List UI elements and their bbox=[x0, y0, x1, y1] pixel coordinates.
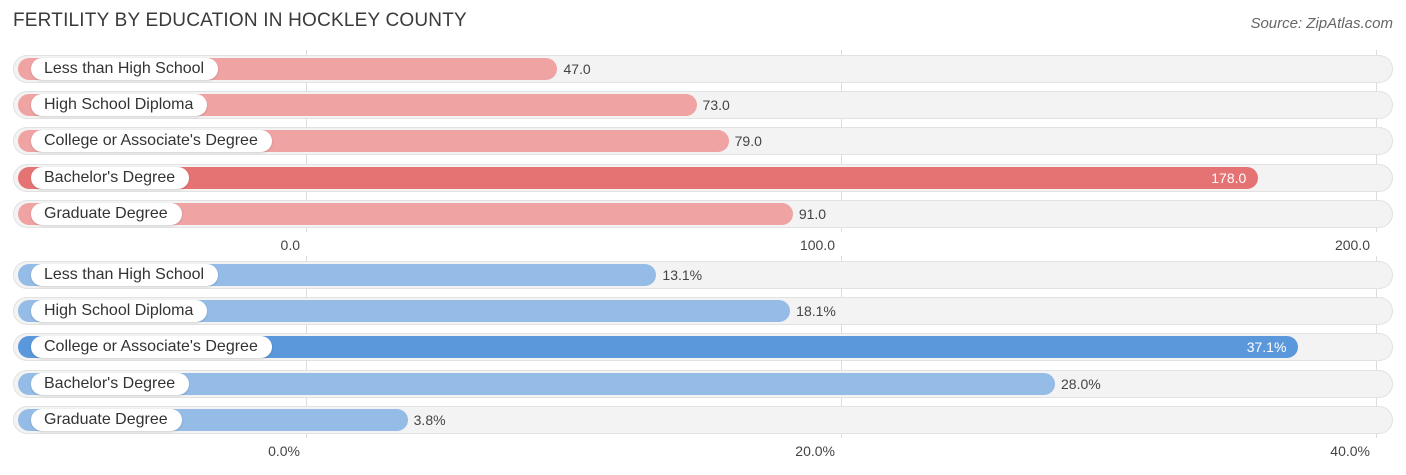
bar[interactable] bbox=[18, 202, 793, 225]
value-label: 18.1% bbox=[796, 303, 836, 320]
value-label: 13.1% bbox=[662, 267, 703, 283]
value-label: 79.0 bbox=[734, 133, 762, 150]
category-label: High School Diploma bbox=[31, 300, 208, 323]
x-tick-label: 0.0% bbox=[268, 443, 300, 459]
bar[interactable] bbox=[18, 300, 791, 323]
x-tick-label: 100.0 bbox=[799, 237, 835, 253]
value-label: 73.0 bbox=[702, 97, 730, 114]
bar[interactable] bbox=[18, 336, 1299, 359]
x-tick-label: 0.0 bbox=[280, 237, 300, 253]
bar[interactable] bbox=[18, 166, 1259, 189]
value-label: 91.0 bbox=[798, 205, 827, 222]
category-label: Less than High School bbox=[31, 264, 219, 286]
value-label: 37.1% bbox=[1246, 339, 1287, 356]
category-label: Graduate Degree bbox=[31, 408, 182, 431]
category-label: College or Associate's Degree bbox=[31, 336, 272, 359]
value-label: 47.0 bbox=[563, 61, 591, 77]
x-tick-label: 40.0% bbox=[1330, 443, 1370, 459]
chart-title: FERTILITY BY EDUCATION IN HOCKLEY COUNTY bbox=[13, 10, 467, 31]
category-label: Bachelor's Degree bbox=[31, 372, 190, 395]
category-label: High School Diploma bbox=[31, 94, 208, 117]
category-label: College or Associate's Degree bbox=[31, 130, 272, 153]
category-label: Bachelor's Degree bbox=[31, 166, 190, 189]
x-tick-label: 20.0% bbox=[795, 443, 835, 459]
category-label: Graduate Degree bbox=[31, 202, 182, 225]
value-label: 178.0 bbox=[1211, 169, 1247, 186]
value-label: 28.0% bbox=[1061, 375, 1101, 392]
value-label: 3.8% bbox=[413, 411, 446, 428]
category-label: Less than High School bbox=[31, 58, 219, 80]
source-note: Source: ZipAtlas.com bbox=[1250, 15, 1393, 32]
bar[interactable] bbox=[18, 372, 1055, 395]
x-tick-label: 200.0 bbox=[1334, 237, 1370, 253]
